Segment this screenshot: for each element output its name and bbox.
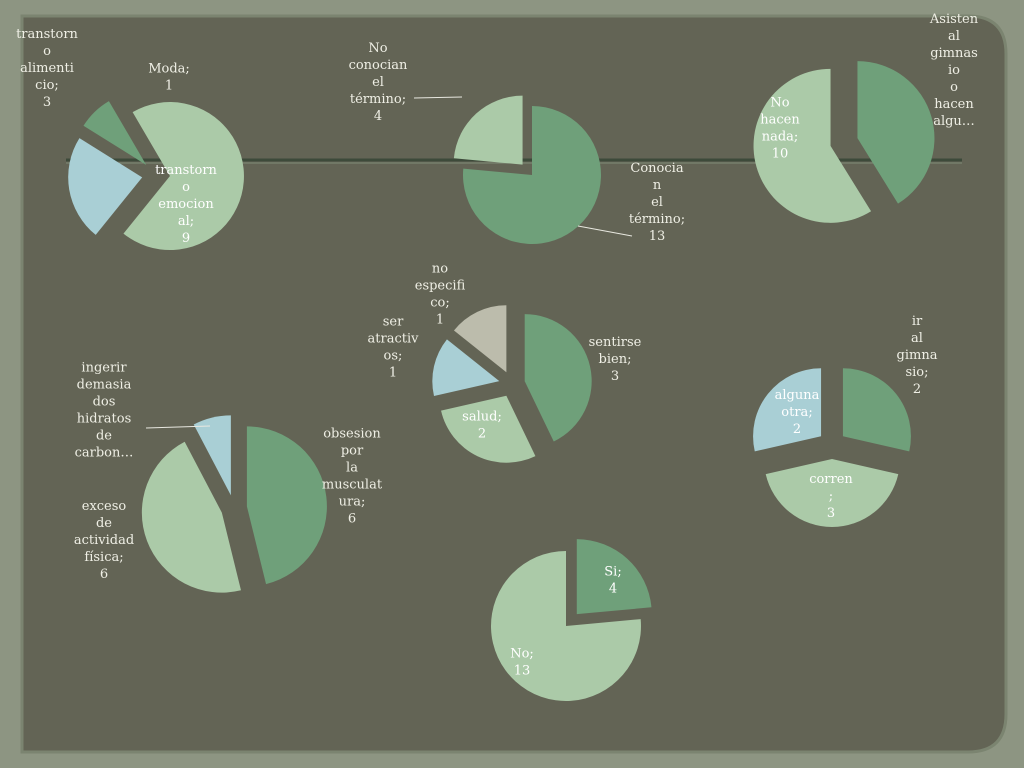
pie-slice (141, 441, 241, 593)
slice-label: alguna otra; 2 (775, 388, 820, 437)
slice-label: ser atractiv os; 1 (368, 315, 420, 381)
slice-label: No hacen nada; 10 (760, 96, 800, 162)
slice-label: obsesion por la musculat ura; 6 (322, 427, 383, 527)
pie-slice (857, 61, 935, 204)
pie-chart-5: ir al gimna sio; 2 corren; 3 alguna otra; 2 (753, 314, 938, 527)
pie-slice (83, 101, 147, 165)
pie-slice (246, 426, 327, 585)
pie-chart-4: sentirse bien; 3 salud; 2 ser atractiv os; 1no es… (368, 262, 642, 463)
slice-label: Si; 4 (604, 565, 621, 597)
slice-label: No; 13 (510, 647, 534, 679)
pie-slice (491, 551, 641, 701)
pie-slice (753, 368, 822, 452)
slice-label: transtorn o alimenti cio; 3 (16, 27, 78, 110)
leader-line (577, 225, 633, 237)
pie-slice (842, 368, 911, 452)
pie-slice (441, 395, 536, 463)
pie-chart-2: Conocia n el término; 13 No conocian el término;… (349, 41, 685, 245)
leader-line (413, 96, 463, 99)
pie-slice (432, 339, 500, 397)
pie-slice (765, 459, 899, 527)
pie-chart-3: Asisten al gimnas io o hacen algu… No hacen nada;… (753, 12, 979, 223)
slice-label: No conocian el término; 4 (349, 41, 408, 124)
slice-label: transtorn o emocion al; 9 (155, 163, 217, 246)
slice-label: ir al gimna sio; 2 (897, 314, 938, 397)
pie-slice (68, 138, 143, 235)
slice-label: corren; 3 (809, 472, 853, 521)
pie-slice (453, 95, 523, 165)
slice-label: Asisten al gimnas io o hacen algu… (929, 12, 979, 129)
slice-label: exceso de actividad física; 6 (74, 499, 134, 582)
slice-label: sentirse bien; 3 (589, 335, 642, 384)
pie-chart-7: Si; 4 No; 13 (491, 539, 652, 701)
pie-slice (753, 68, 872, 223)
pie-charts: Moda; 1 transtorn o emocion al; 9 transtorn o ali… (16, 12, 979, 701)
slice-label: no especifi co; 1 (415, 262, 466, 328)
pie-chart-6: obsesion por la musculat ura; 6 exceso de activi… (74, 361, 383, 593)
slice-label: Moda; 1 (148, 62, 190, 94)
pie-slice (524, 314, 592, 442)
slice-label: salud; 2 (462, 410, 502, 442)
pie-slice (193, 415, 231, 496)
leader-line (145, 425, 211, 429)
pie-slice (123, 102, 244, 251)
pie-slice (576, 539, 652, 615)
pie-slice (463, 106, 601, 245)
pie-chart-1: Moda; 1 transtorn o emocion al; 9 transtorn o ali… (16, 27, 244, 251)
slice-label: ingerir demasia dos hidratos de carbon… (75, 361, 134, 461)
pie-slice (453, 305, 507, 373)
slice-label: Conocia n el término; 13 (629, 161, 685, 244)
